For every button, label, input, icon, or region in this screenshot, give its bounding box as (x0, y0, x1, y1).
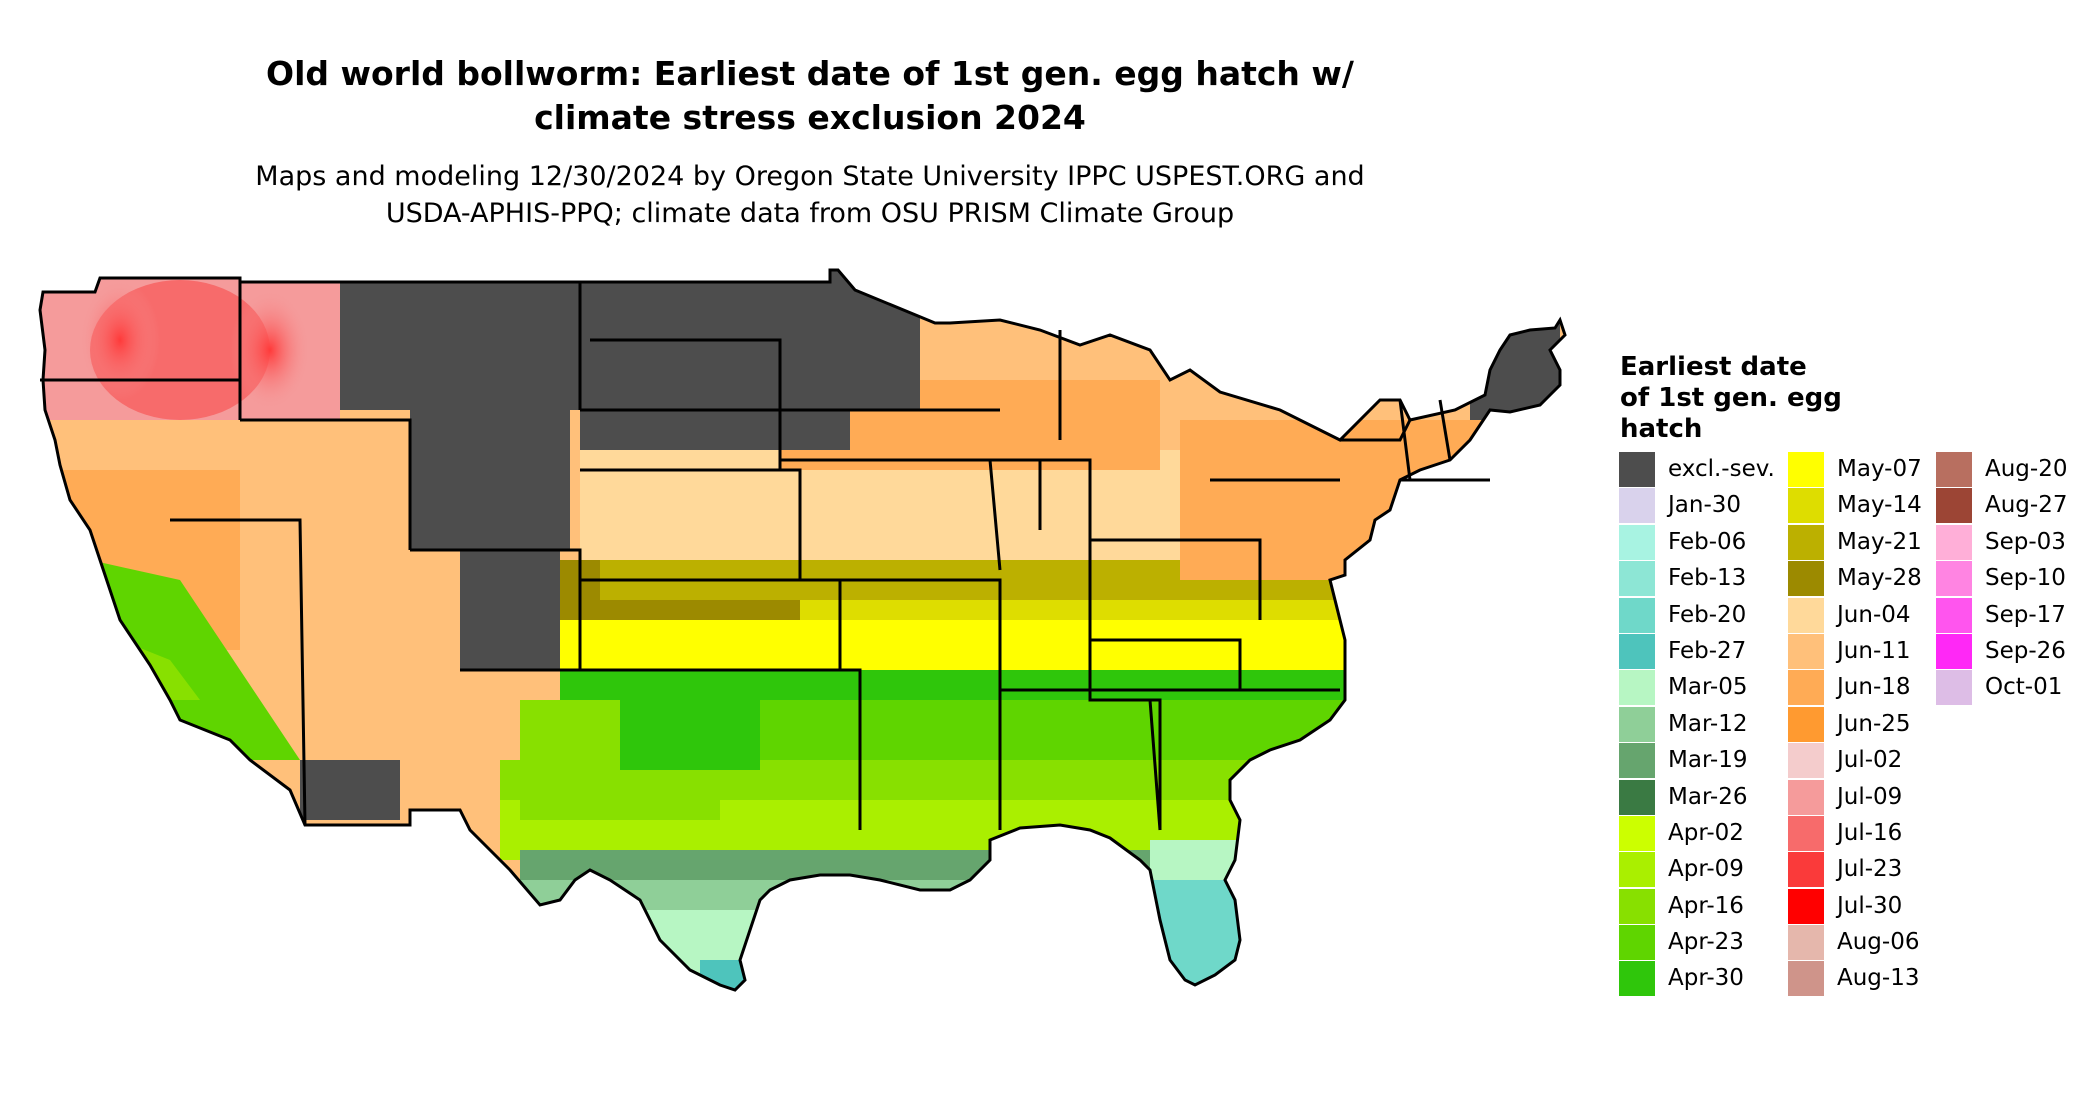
legend-swatch (1619, 925, 1655, 961)
legend-label: Jan-30 (1668, 492, 1742, 519)
title-line-1: Old world bollworm: Earliest date of 1st… (266, 54, 1354, 93)
legend-swatch (1788, 706, 1824, 742)
legend-swatch (1619, 452, 1655, 487)
legend-swatch (1619, 852, 1655, 888)
title-line-2: climate stress exclusion 2024 (534, 98, 1086, 137)
map-subtitle: Maps and modeling 12/30/2024 by Oregon S… (0, 158, 1620, 232)
legend-label: Apr-30 (1668, 965, 1744, 992)
legend-label: Jul-02 (1837, 747, 1903, 774)
subtitle-line-1: Maps and modeling 12/30/2024 by Oregon S… (255, 161, 1365, 192)
legend-swatch (1936, 670, 1972, 706)
legend-swatch (1936, 597, 1972, 633)
legend-label: Sep-10 (1985, 565, 2066, 592)
legend-swatch (1788, 524, 1824, 560)
legend-swatch (1936, 561, 1972, 597)
legend-swatch (1619, 779, 1655, 815)
legend-title-line-1: Earliest date (1620, 352, 1807, 382)
legend-label: Jun-25 (1837, 710, 1911, 737)
legend-label: Apr-23 (1668, 929, 1744, 956)
legend-label: Aug-06 (1837, 929, 1920, 956)
legend-label: Jul-30 (1837, 892, 1903, 919)
legend-swatch (1619, 815, 1655, 851)
subtitle-line-2: USDA-APHIS-PPQ; climate data from OSU PR… (385, 198, 1235, 229)
legend-swatch (1788, 488, 1824, 524)
legend-title-line-2: of 1st gen. egg (1620, 383, 1842, 413)
legend-label: excl.-sev. (1668, 456, 1775, 482)
legend-label: Mar-26 (1668, 783, 1748, 810)
legend-swatch (1788, 597, 1824, 633)
legend-label: Mar-05 (1668, 674, 1748, 701)
legend-swatch (1936, 524, 1972, 560)
legend-swatch (1936, 633, 1972, 669)
legend-swatch (1788, 743, 1824, 779)
legend-swatch (1619, 597, 1655, 633)
legend-label: Oct-01 (1985, 674, 2063, 701)
legend-label: Aug-13 (1837, 965, 1920, 992)
legend-label: Jul-16 (1837, 819, 1903, 846)
legend-swatch (1788, 888, 1824, 924)
map-title: Old world bollworm: Earliest date of 1st… (0, 52, 1620, 140)
legend-label: Aug-20 (1985, 456, 2068, 482)
legend-label: Jul-23 (1837, 856, 1903, 883)
legend-label: Apr-09 (1668, 856, 1744, 883)
legend-label: May-21 (1837, 528, 1922, 555)
legend-swatch (1788, 670, 1824, 706)
legend-swatch (1619, 743, 1655, 779)
legend-title: Earliest date of 1st gen. egg hatch (1620, 352, 1880, 445)
legend-label: Apr-02 (1668, 819, 1744, 846)
legend-swatch (1619, 961, 1655, 997)
legend-label: Jun-04 (1837, 601, 1911, 628)
legend-label: Feb-27 (1668, 637, 1747, 664)
legend-swatch (1788, 633, 1824, 669)
legend-label: Feb-06 (1668, 528, 1747, 555)
legend-label: Mar-19 (1668, 747, 1748, 774)
legend-swatch (1788, 815, 1824, 851)
legend-swatch (1619, 706, 1655, 742)
legend-swatch (1619, 633, 1655, 669)
legend-label: Jun-18 (1837, 674, 1911, 701)
legend-label: Jun-11 (1837, 637, 1911, 664)
legend-label: May-07 (1837, 456, 1922, 482)
legend-title-line-3: hatch (1620, 414, 1703, 444)
legend-swatch (1788, 779, 1824, 815)
legend-label: May-28 (1837, 565, 1922, 592)
legend-swatch (1619, 670, 1655, 706)
legend-label: Feb-20 (1668, 601, 1747, 628)
legend-label: Mar-12 (1668, 710, 1748, 737)
legend-swatch (1788, 925, 1824, 961)
legend-swatch (1936, 488, 1972, 524)
legend-label: Sep-17 (1985, 601, 2066, 628)
legend-label: Aug-27 (1985, 492, 2068, 519)
legend-label: May-14 (1837, 492, 1922, 519)
legend-swatch (1619, 561, 1655, 597)
legend-swatch (1788, 852, 1824, 888)
map-color-bands (40, 270, 1565, 990)
legend-label: Jul-09 (1837, 783, 1903, 810)
legend-label: Feb-13 (1668, 565, 1747, 592)
legend-swatch (1619, 888, 1655, 924)
legend-swatch (1619, 524, 1655, 560)
legend-label: Sep-26 (1985, 637, 2066, 664)
legend-swatch (1788, 452, 1824, 487)
legend-label: Sep-03 (1985, 528, 2066, 555)
legend-swatch (1788, 961, 1824, 997)
legend-swatch (1619, 488, 1655, 524)
legend-swatch (1936, 452, 1972, 487)
legend-label: Apr-16 (1668, 892, 1744, 919)
state-borders (38, 268, 1567, 992)
legend-swatch (1788, 561, 1824, 597)
